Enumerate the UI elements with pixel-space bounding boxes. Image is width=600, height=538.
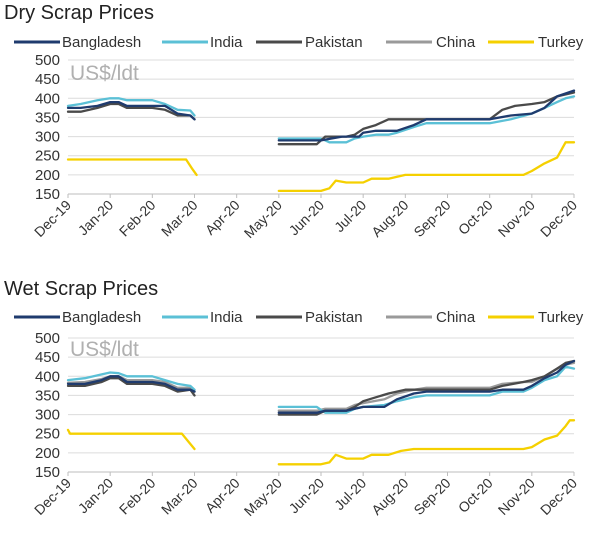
series-line-pakistan (66, 377, 196, 397)
x-axis-tick-marks (67, 194, 575, 198)
x-tick-label: Mar-20 (158, 475, 201, 518)
chart-legend: Bangladesh India Pakistan China Turkey (14, 34, 584, 51)
wet-scrap-chart: Wet Scrap Prices Bangladesh India Pakist… (4, 278, 584, 519)
x-axis-tick-marks (67, 472, 575, 476)
y-tick-label: 250 (35, 148, 60, 165)
legend-label-turkey: Turkey (538, 309, 584, 326)
x-tick-label: Dec-20 (537, 475, 580, 518)
y-tick-label: 400 (35, 90, 60, 107)
y-tick-label: 450 (35, 71, 60, 88)
x-tick-label: Nov-20 (495, 475, 538, 518)
series-line-bangladesh (66, 375, 196, 393)
x-tick-label: Mar-20 (158, 197, 201, 240)
dry-scrap-chart: Dry Scrap Prices Bangladesh India Pakist… (4, 2, 584, 241)
legend-label-india: India (210, 34, 243, 51)
series-line-india (277, 365, 576, 414)
series-line-india (66, 371, 196, 391)
x-tick-label: Feb-20 (116, 475, 159, 518)
x-tick-label: Apr-20 (202, 475, 243, 516)
series-line-bangladesh (277, 359, 576, 414)
series-line-pakistan (66, 102, 196, 121)
x-tick-label: Sep-20 (410, 197, 453, 240)
series-line-turkey (66, 428, 196, 451)
series-line-india (66, 97, 196, 117)
legend-label-china: China (436, 309, 476, 326)
x-tick-label: Dec-19 (31, 197, 74, 240)
x-tick-label: May-20 (241, 197, 285, 241)
x-tick-label: May-20 (241, 475, 285, 519)
y-tick-label: 500 (35, 52, 60, 69)
x-tick-label: Apr-20 (202, 197, 243, 238)
gridlines (68, 337, 574, 473)
series-lines (66, 89, 576, 193)
chart-title: Dry Scrap Prices (4, 2, 154, 24)
series-line-bangladesh (66, 100, 196, 121)
legend-label-bangladesh: Bangladesh (62, 34, 141, 51)
series-line-turkey (66, 158, 198, 177)
y-tick-label: 150 (35, 186, 60, 203)
x-tick-label: Jan-20 (75, 197, 117, 239)
y-tick-label: 300 (35, 407, 60, 424)
series-line-bangladesh (277, 89, 576, 142)
y-tick-label: 350 (35, 109, 60, 126)
x-tick-label: Dec-19 (31, 475, 74, 518)
x-tick-label: Jun-20 (286, 197, 328, 239)
x-tick-label: Sep-20 (410, 475, 453, 518)
x-tick-label: Nov-20 (495, 197, 538, 240)
x-tick-label: Jul-20 (331, 197, 369, 235)
y-tick-label: 200 (35, 445, 60, 462)
legend-label-turkey: Turkey (538, 34, 584, 51)
series-line-turkey (277, 141, 576, 193)
y-tick-label: 350 (35, 387, 60, 404)
x-tick-label: Dec-20 (537, 197, 580, 240)
x-tick-label: Oct-20 (455, 197, 496, 238)
x-tick-label: Jan-20 (75, 475, 117, 517)
x-tick-label: Oct-20 (455, 475, 496, 516)
y-tick-label: 400 (35, 368, 60, 385)
legend-label-bangladesh: Bangladesh (62, 309, 141, 326)
unit-label: US$/ldt (70, 62, 139, 85)
legend-label-pakistan: Pakistan (305, 309, 363, 326)
x-tick-label: Jun-20 (286, 475, 328, 517)
y-axis-ticks: 150 200 250 300 350 400 450 500 (35, 52, 60, 203)
legend-label-pakistan: Pakistan (305, 34, 363, 51)
y-tick-label: 200 (35, 167, 60, 184)
x-tick-label: Aug-20 (368, 475, 411, 518)
y-tick-label: 300 (35, 129, 60, 146)
y-tick-label: 150 (35, 464, 60, 481)
unit-label: US$/ldt (70, 338, 139, 361)
y-axis-ticks: 150 200 250 300 350 400 450 500 (35, 330, 60, 481)
legend-label-india: India (210, 309, 243, 326)
series-line-turkey (277, 419, 576, 466)
chart-legend: Bangladesh India Pakistan China Turkey (14, 309, 584, 326)
legend-label-china: China (436, 34, 476, 51)
y-tick-label: 450 (35, 349, 60, 366)
series-lines (66, 359, 576, 466)
y-tick-label: 250 (35, 426, 60, 443)
x-tick-label: Aug-20 (368, 197, 411, 240)
x-tick-label: Feb-20 (116, 197, 159, 240)
series-line-china (66, 375, 196, 393)
y-tick-label: 500 (35, 330, 60, 347)
x-tick-label: Jul-20 (331, 475, 369, 513)
chart-title: Wet Scrap Prices (4, 278, 158, 300)
